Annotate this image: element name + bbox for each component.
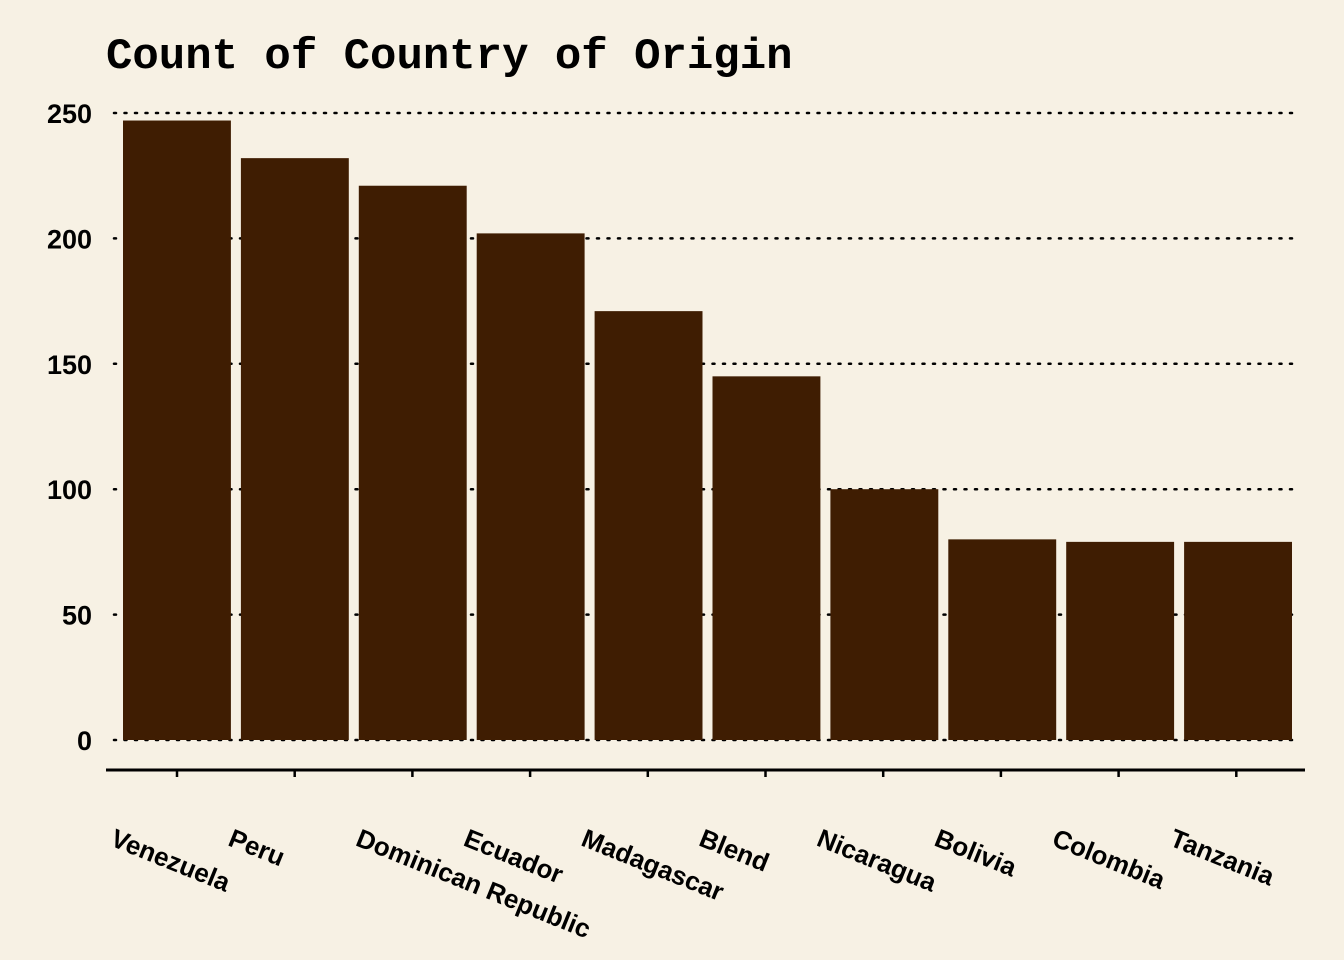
chart-title: Count of Country of Origin (106, 32, 793, 82)
bar-ecuador (476, 233, 585, 740)
bar-tanzania (1184, 541, 1292, 740)
y-tick-label: 200 (47, 224, 92, 254)
bar-blend (712, 376, 821, 740)
y-tick-label: 100 (47, 475, 92, 505)
x-tick-label: Bolivia (931, 823, 1022, 883)
y-tick-label: 150 (47, 350, 92, 380)
bar-peru (240, 158, 349, 741)
bar-madagascar (594, 311, 703, 740)
y-axis-tick-labels: 0 50 100 150 200 250 (47, 99, 92, 756)
bar-dominican-republic (358, 185, 467, 740)
bar-venezuela (123, 120, 231, 741)
x-tick-label: Peru (224, 823, 289, 872)
y-tick-label: 0 (77, 726, 92, 756)
bars (123, 120, 1292, 741)
bar-colombia (1066, 541, 1175, 740)
x-tick-label: Tanzania (1166, 823, 1279, 892)
bar-nicaragua (830, 489, 939, 740)
y-tick-label: 250 (47, 99, 92, 129)
x-tick-label: Colombia (1048, 823, 1170, 895)
y-tick-label: 50 (62, 601, 92, 631)
x-tick-label: Blend (695, 823, 773, 878)
x-tick-label: Nicaragua (813, 823, 941, 898)
bar-bolivia (948, 539, 1057, 740)
x-tick-label: Venezuela (107, 823, 235, 898)
